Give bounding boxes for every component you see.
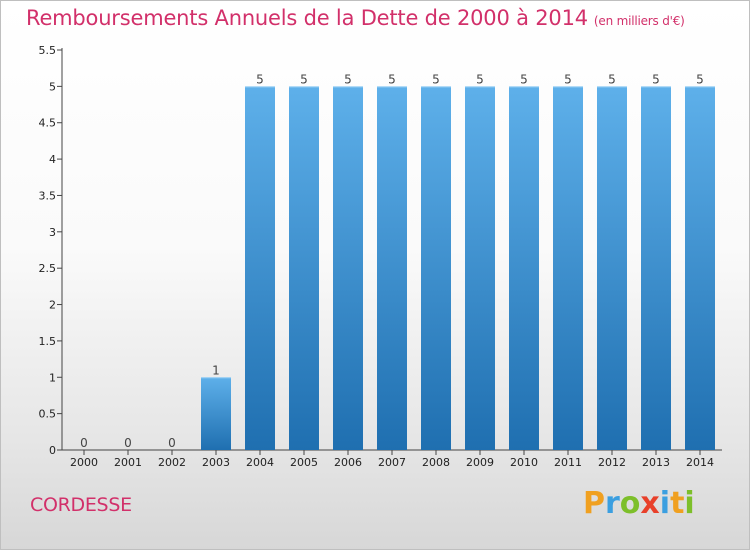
data-label: 0 bbox=[80, 436, 88, 450]
x-tick-label: 2005 bbox=[290, 456, 318, 469]
bar bbox=[377, 86, 407, 450]
logo-letter: t bbox=[670, 486, 685, 521]
logo-letter: r bbox=[605, 486, 620, 521]
bar bbox=[201, 377, 231, 450]
y-tick-label: 3 bbox=[49, 226, 56, 239]
data-label: 5 bbox=[300, 72, 308, 86]
x-tick-label: 2008 bbox=[422, 456, 450, 469]
bar bbox=[553, 86, 583, 450]
y-tick-label: 3.5 bbox=[39, 189, 57, 202]
data-label: 0 bbox=[168, 436, 176, 450]
chart-axes: 0 0.5 1 1.5 2 2.5 3 3.5 4 4.5 5 5.5 bbox=[39, 44, 722, 457]
chart-labels: 2000 0 2001 0 2002 0 2003 1 2004 5 2005 5 2006 5 2007 5… bbox=[70, 72, 714, 469]
bar bbox=[333, 86, 363, 450]
bar bbox=[465, 86, 495, 450]
x-tick-label: 2009 bbox=[466, 456, 494, 469]
y-tick-label: 4 bbox=[49, 153, 56, 166]
x-tick-label: 2004 bbox=[246, 456, 274, 469]
y-tick-label: 0 bbox=[49, 444, 56, 457]
data-label: 5 bbox=[388, 72, 396, 86]
title-unit: (en milliers d'€) bbox=[593, 14, 685, 28]
logo-letter: P bbox=[583, 486, 605, 521]
x-tick-label: 2002 bbox=[158, 456, 186, 469]
proxiti-logo: Proxiti bbox=[583, 486, 695, 521]
y-tick-label: 1 bbox=[49, 371, 56, 384]
x-tick-label: 2006 bbox=[334, 456, 362, 469]
x-tick-label: 2000 bbox=[70, 456, 98, 469]
y-tick-label: 4.5 bbox=[39, 117, 57, 130]
chart-title: Remboursements Annuels de la Dette de 20… bbox=[26, 6, 685, 30]
bar bbox=[421, 86, 451, 450]
data-label: 5 bbox=[256, 72, 264, 86]
y-tick-label: 5.5 bbox=[39, 44, 57, 57]
logo-letter: i bbox=[659, 486, 671, 521]
x-tick-label: 2001 bbox=[114, 456, 142, 469]
x-tick-label: 2011 bbox=[554, 456, 582, 469]
bar bbox=[509, 86, 539, 450]
data-label: 5 bbox=[608, 72, 616, 86]
y-tick-label: 2 bbox=[49, 299, 56, 312]
data-label: 5 bbox=[520, 72, 528, 86]
bar bbox=[597, 86, 627, 450]
x-tick-label: 2003 bbox=[202, 456, 230, 469]
title-text: Remboursements Annuels de la Dette de 20… bbox=[26, 6, 588, 30]
x-tick-label: 2012 bbox=[598, 456, 626, 469]
data-label: 1 bbox=[212, 363, 220, 377]
data-label: 5 bbox=[652, 72, 660, 86]
y-tick-label: 1.5 bbox=[39, 335, 57, 348]
data-label: 5 bbox=[696, 72, 704, 86]
bar bbox=[641, 86, 671, 450]
y-tick-label: 0.5 bbox=[39, 408, 57, 421]
x-tick-label: 2014 bbox=[686, 456, 714, 469]
x-tick-label: 2010 bbox=[510, 456, 538, 469]
x-tick-label: 2007 bbox=[378, 456, 406, 469]
bar bbox=[685, 86, 715, 450]
y-tick-label: 5 bbox=[49, 80, 56, 93]
city-name: CORDESSE bbox=[30, 494, 132, 516]
data-label: 5 bbox=[432, 72, 440, 86]
x-tick-label: 2013 bbox=[642, 456, 670, 469]
data-label: 5 bbox=[344, 72, 352, 86]
data-label: 5 bbox=[476, 72, 484, 86]
logo-letter: o bbox=[619, 486, 641, 521]
data-label: 0 bbox=[124, 436, 132, 450]
bar bbox=[245, 86, 275, 450]
y-tick-label: 2.5 bbox=[39, 262, 57, 275]
chart-bars bbox=[201, 86, 715, 450]
logo-letter: x bbox=[640, 486, 660, 521]
data-label: 5 bbox=[564, 72, 572, 86]
logo-letter: i bbox=[684, 486, 695, 521]
bar bbox=[289, 86, 319, 450]
